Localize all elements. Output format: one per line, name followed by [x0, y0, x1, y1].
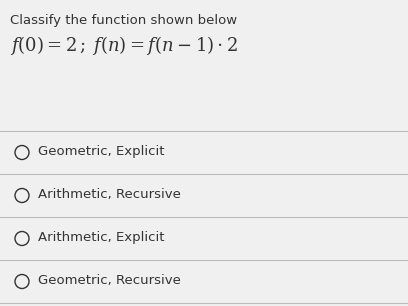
Text: Arithmetic, Explicit: Arithmetic, Explicit	[38, 231, 164, 244]
Text: Geometric, Recursive: Geometric, Recursive	[38, 274, 181, 287]
Text: Geometric, Explicit: Geometric, Explicit	[38, 145, 164, 158]
Text: Arithmetic, Recursive: Arithmetic, Recursive	[38, 188, 181, 201]
Text: Classify the function shown below: Classify the function shown below	[10, 14, 237, 27]
Text: $f(0) = 2\,;\; f(n) = f(n-1) \cdot 2$: $f(0) = 2\,;\; f(n) = f(n-1) \cdot 2$	[10, 34, 238, 57]
